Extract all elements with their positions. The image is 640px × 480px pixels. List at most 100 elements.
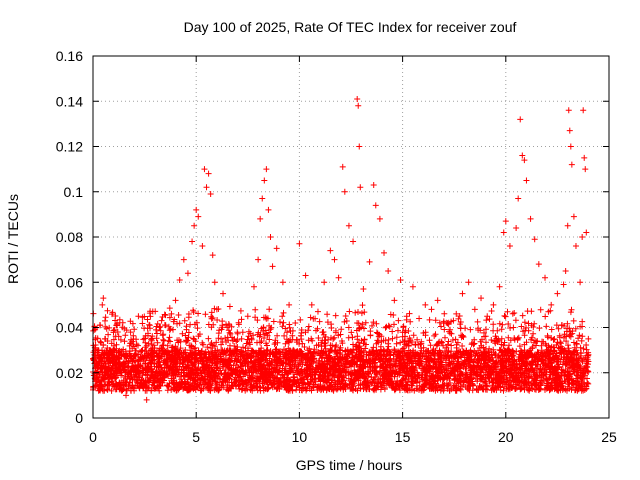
data-point xyxy=(184,270,191,277)
x-axis-label: GPS time / hours xyxy=(296,457,403,473)
data-point xyxy=(341,188,348,195)
noise-layer xyxy=(90,302,592,394)
data-point xyxy=(366,258,373,265)
data-point xyxy=(123,392,130,399)
data-point xyxy=(517,116,524,123)
data-point xyxy=(484,313,491,320)
data-point xyxy=(100,295,107,302)
data-point xyxy=(257,215,264,222)
y-tick-label: 0.08 xyxy=(56,229,83,245)
data-point xyxy=(562,267,569,274)
data-point xyxy=(110,358,117,365)
data-point xyxy=(269,263,276,270)
data-point xyxy=(302,272,309,279)
data-point xyxy=(381,249,388,256)
data-point xyxy=(360,286,367,293)
data-point xyxy=(286,301,293,308)
data-point xyxy=(535,261,542,268)
data-point xyxy=(238,335,245,342)
data-point xyxy=(108,387,115,394)
data-point xyxy=(273,245,280,252)
data-point xyxy=(580,107,587,114)
data-point xyxy=(345,222,352,229)
data-point xyxy=(548,301,555,308)
data-point xyxy=(209,252,216,259)
data-point xyxy=(232,347,239,354)
data-point xyxy=(94,374,101,381)
data-point xyxy=(96,353,103,360)
x-tick-label: 0 xyxy=(89,429,97,445)
data-point xyxy=(372,202,379,209)
data-point xyxy=(585,335,592,342)
data-point xyxy=(527,215,534,222)
data-point xyxy=(385,267,392,274)
data-point xyxy=(523,177,530,184)
data-point xyxy=(490,301,497,308)
data-point xyxy=(135,313,142,320)
data-point xyxy=(577,279,584,286)
x-tick-label: 10 xyxy=(292,429,308,445)
data-point xyxy=(172,297,179,304)
data-point xyxy=(296,240,303,247)
y-tick-label: 0.14 xyxy=(56,93,83,109)
data-point xyxy=(292,319,299,326)
data-point xyxy=(583,229,590,236)
data-point xyxy=(180,256,187,263)
data-point xyxy=(143,396,150,403)
data-point xyxy=(519,152,526,159)
data-point xyxy=(506,243,513,250)
data-point xyxy=(515,195,522,202)
data-point xyxy=(397,276,404,283)
data-point xyxy=(263,166,270,173)
data-point xyxy=(355,102,362,109)
y-tick-label: 0.02 xyxy=(56,365,83,381)
data-point xyxy=(440,319,447,326)
data-point xyxy=(554,290,561,297)
data-point xyxy=(151,372,158,379)
data-point xyxy=(560,281,567,288)
chart-title: Day 100 of 2025, Rate Of TEC Index for r… xyxy=(184,19,517,35)
data-point xyxy=(97,322,104,329)
data-point xyxy=(568,161,575,168)
x-tick-label: 5 xyxy=(192,429,200,445)
data-point xyxy=(195,213,202,220)
data-point xyxy=(350,238,357,245)
data-point xyxy=(339,163,346,170)
data-point xyxy=(267,234,274,240)
data-point xyxy=(500,229,507,236)
data-point xyxy=(139,365,146,372)
data-point xyxy=(496,283,503,290)
y-tick-label: 0.06 xyxy=(56,274,83,290)
data-point xyxy=(570,213,577,220)
data-point xyxy=(331,256,338,263)
data-point xyxy=(199,243,206,250)
data-point xyxy=(335,274,342,281)
points-layer xyxy=(92,95,592,403)
y-tick-label: 0.1 xyxy=(64,184,84,200)
data-point xyxy=(193,206,200,213)
data-point xyxy=(354,95,361,102)
data-point xyxy=(255,256,262,263)
data-point xyxy=(447,326,454,333)
data-point xyxy=(207,191,214,198)
data-point xyxy=(565,107,572,114)
data-point xyxy=(201,166,208,173)
y-axis-label: ROTI / TECUs xyxy=(5,194,21,284)
data-point xyxy=(211,279,218,286)
data-point xyxy=(205,170,212,177)
data-point xyxy=(585,358,592,365)
data-point xyxy=(99,301,106,308)
data-point xyxy=(160,331,167,338)
data-point xyxy=(259,195,266,202)
data-point xyxy=(176,276,183,283)
data-point xyxy=(213,306,220,313)
data-point xyxy=(102,335,109,342)
data-point xyxy=(409,283,416,290)
x-tick-label: 20 xyxy=(498,429,514,445)
data-point xyxy=(356,143,363,150)
data-point xyxy=(203,184,210,191)
data-point xyxy=(465,279,472,286)
data-point xyxy=(579,234,586,240)
